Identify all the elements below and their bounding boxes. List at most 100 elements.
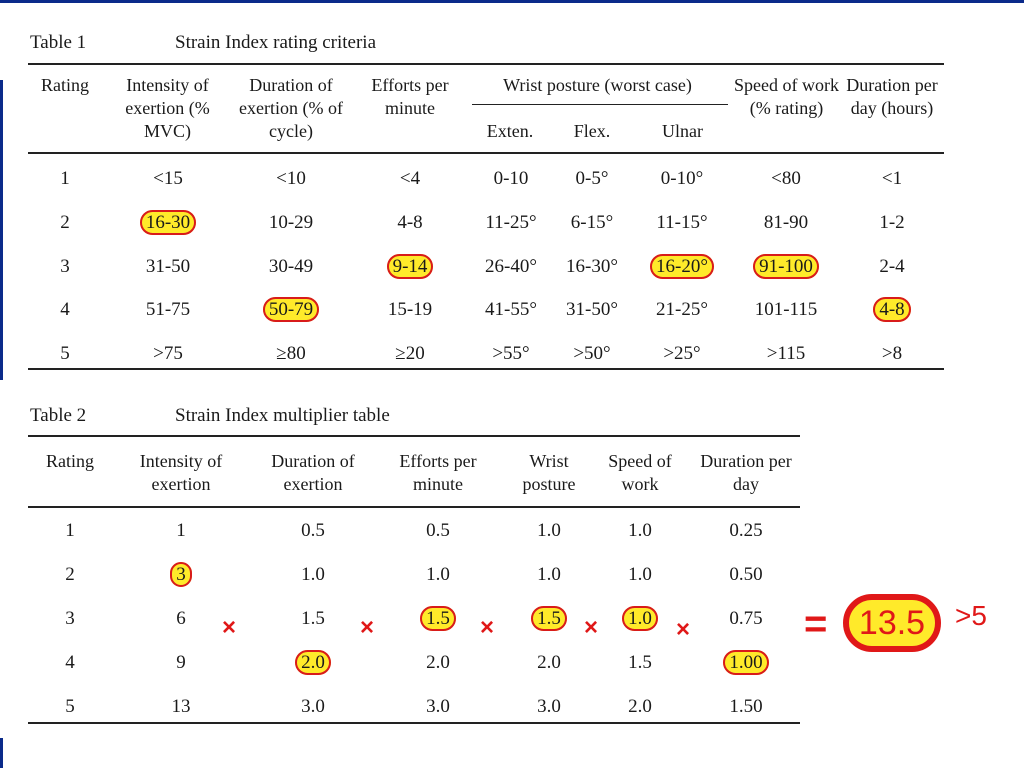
t1-value: 16-20° xyxy=(650,254,714,279)
t2-cell-r5-c2: 13 xyxy=(121,695,241,719)
t1-value: 4-8 xyxy=(873,297,911,322)
t2-cell-r3-c5: 1.5 xyxy=(489,606,609,631)
t1-cell-r1-c7: 0-10° xyxy=(622,167,742,191)
t2-value: 1.0 xyxy=(537,520,561,541)
t1-cell-r3-c9: 2-4 xyxy=(832,255,952,279)
t2-cell-r4-c5: 2.0 xyxy=(489,651,609,675)
t1-value: 4-8 xyxy=(397,212,423,233)
t2-value: 3 xyxy=(65,608,75,629)
t2-value: 1.00 xyxy=(723,650,769,675)
t2-cell-r4-c4: 2.0 xyxy=(378,651,498,675)
t2-cell-r3-c4: 1.5 xyxy=(378,606,498,631)
t2-cell-r2-c2: 3 xyxy=(121,562,241,587)
t2-header-speed: Speed of work xyxy=(608,451,672,494)
t1-value: 51-75 xyxy=(145,299,191,320)
t1-header-wrist: Wrist posture (worst case) xyxy=(503,75,692,95)
t2-header-rating: Rating xyxy=(46,451,94,471)
t1-cell-r2-c6: 6-15° xyxy=(532,211,652,235)
t1-cell-r2-c3: 10-29 xyxy=(231,211,351,235)
table1-top-rule xyxy=(28,63,944,65)
slide-left-edge-bottom xyxy=(0,738,3,768)
t2-value: 0.5 xyxy=(426,520,450,541)
t1-cell-r2-c8: 81-90 xyxy=(726,211,846,235)
equals-mark: = xyxy=(804,602,828,646)
t2-value: 4 xyxy=(65,652,75,673)
t2-cell-r4-c1: 4 xyxy=(10,651,130,675)
t1-value: 31-50° xyxy=(566,299,618,320)
t2-cell-r3-c7: 0.75 xyxy=(686,607,806,631)
t1-cell-r5-c5: >55° xyxy=(451,342,571,366)
t1-value: >25° xyxy=(663,343,701,364)
t1-cell-r5-c9: >8 xyxy=(832,342,952,366)
t1-value: 16-30° xyxy=(566,256,618,277)
t1-cell-r1-c2: <15 xyxy=(108,167,228,191)
t2-value: 3.0 xyxy=(426,696,450,717)
t2-cell-r2-c6: 1.0 xyxy=(580,563,700,587)
t1-value: >55° xyxy=(492,343,530,364)
t1-value: <10 xyxy=(276,168,306,189)
t1-value: 2-4 xyxy=(879,256,905,277)
t2-header-wrist: Wrist posture xyxy=(522,451,576,494)
t1-value: 91-100 xyxy=(753,254,819,279)
t2-value: 9 xyxy=(176,652,186,673)
table2-header-rule xyxy=(28,506,800,508)
t2-cell-r3-c1: 3 xyxy=(10,607,130,631)
table1-title: Strain Index rating criteria xyxy=(175,32,377,53)
t2-value: 2.0 xyxy=(426,652,450,673)
t1-cell-r3-c7: 16-20° xyxy=(622,254,742,279)
t2-cell-r4-c7: 1.00 xyxy=(686,650,806,675)
t2-cell-r5-c1: 5 xyxy=(10,695,130,719)
t2-cell-r5-c3: 3.0 xyxy=(253,695,373,719)
t2-value: 13 xyxy=(171,696,191,717)
t1-cell-r3-c8: 91-100 xyxy=(726,254,846,279)
table1-header-rule xyxy=(28,152,944,154)
t2-cell-r1-c1: 1 xyxy=(10,519,130,543)
t1-header-duration: Duration of exertion (% of cycle) xyxy=(239,75,343,141)
t1-header-perday: Duration per day (hours) xyxy=(846,75,938,118)
t1-value: 9-14 xyxy=(386,254,434,279)
t2-cell-r3-c6: 1.0 xyxy=(580,606,700,631)
t1-cell-r5-c6: >50° xyxy=(532,342,652,366)
t1-cell-r2-c9: 1-2 xyxy=(832,211,952,235)
t2-value: 1 xyxy=(176,520,186,541)
t2-value: 1.0 xyxy=(622,606,658,631)
t2-value: 5 xyxy=(65,696,75,717)
t2-cell-r4-c3: 2.0 xyxy=(253,650,373,675)
t1-value: 6-15° xyxy=(570,212,614,233)
t2-value: 1.5 xyxy=(301,608,325,629)
t1-header-ulnar: Ulnar xyxy=(662,121,703,141)
t2-cell-r1-c3: 0.5 xyxy=(253,519,373,543)
t2-cell-r1-c5: 1.0 xyxy=(489,519,609,543)
t2-cell-r5-c6: 2.0 xyxy=(580,695,700,719)
t2-value: 3.0 xyxy=(537,696,561,717)
t1-cell-r4-c6: 31-50° xyxy=(532,298,652,322)
t1-cell-r1-c8: <80 xyxy=(726,167,846,191)
t2-cell-r3-c3: 1.5 xyxy=(253,607,373,631)
multiply-mark-3: × xyxy=(480,614,495,641)
t1-value: 1-2 xyxy=(879,212,905,233)
t1-cell-r4-c7: 21-25° xyxy=(622,298,742,322)
threshold-note: >5 xyxy=(955,600,987,631)
t1-cell-r5-c3: ≥80 xyxy=(231,342,351,366)
multiply-mark-4: × xyxy=(584,614,599,641)
t1-header-exten: Exten. xyxy=(486,121,534,141)
t2-value: 1.5 xyxy=(531,606,567,631)
t2-value: 0.75 xyxy=(729,608,763,629)
t1-cell-r2-c5: 11-25° xyxy=(451,211,571,235)
t1-value: 1 xyxy=(60,168,70,189)
t2-value: 0.25 xyxy=(729,520,763,541)
t2-header-intensity: Intensity of exertion xyxy=(139,451,223,494)
t2-header-efforts: Efforts per minute xyxy=(399,451,477,494)
t2-cell-r4-c6: 1.5 xyxy=(580,651,700,675)
table2-top-rule xyxy=(28,435,800,437)
t1-cell-r1-c4: <4 xyxy=(350,167,470,191)
t1-value: <4 xyxy=(399,168,421,189)
table2-number: Table 2 xyxy=(30,405,87,426)
t1-cell-r2-c2: 16-30 xyxy=(108,210,228,235)
t2-header-perday: Duration per day xyxy=(700,451,792,494)
t2-value: 1.0 xyxy=(537,564,561,585)
t1-value: 30-49 xyxy=(268,256,314,277)
t2-header-duration: Duration of exertion xyxy=(271,451,355,494)
t2-value: 3.0 xyxy=(301,696,325,717)
t2-cell-r2-c7: 0.50 xyxy=(686,563,806,587)
